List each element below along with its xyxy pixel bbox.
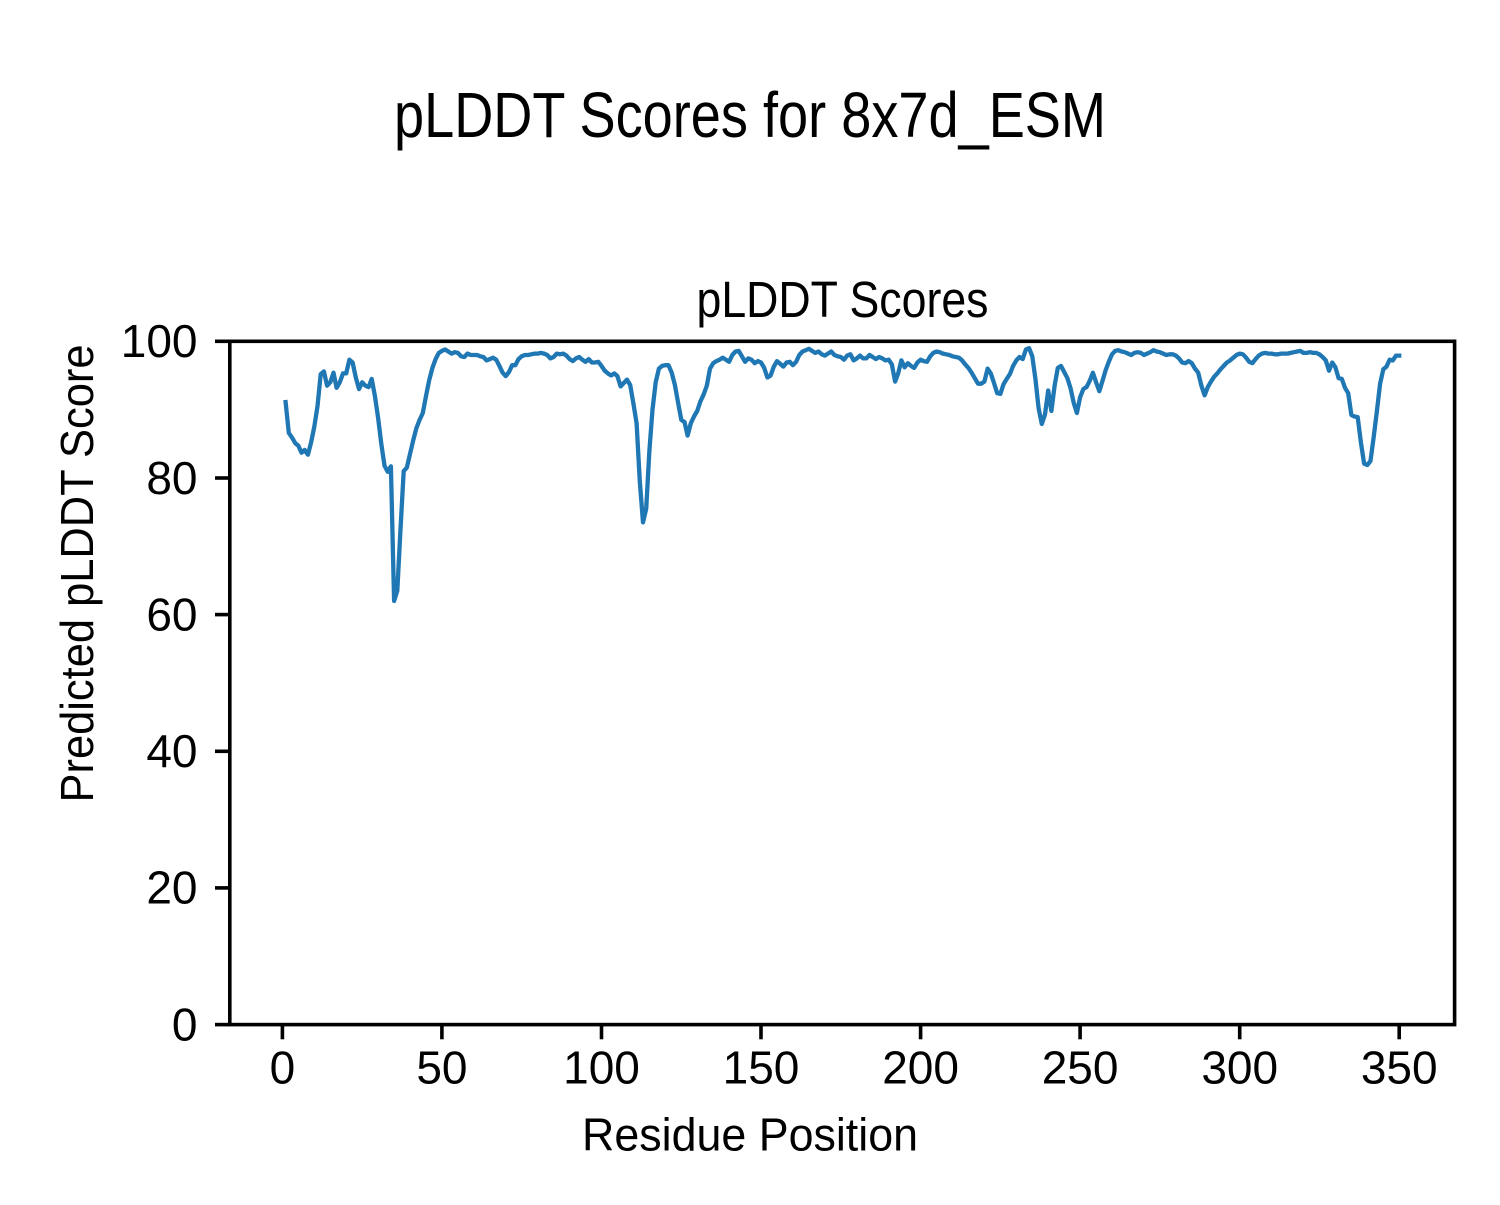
svg-text:20: 20 bbox=[146, 862, 197, 914]
svg-text:100: 100 bbox=[121, 315, 198, 367]
svg-text:250: 250 bbox=[1042, 1042, 1119, 1094]
svg-text:150: 150 bbox=[723, 1042, 800, 1094]
svg-text:0: 0 bbox=[172, 998, 198, 1050]
svg-text:100: 100 bbox=[563, 1042, 640, 1094]
svg-text:0: 0 bbox=[270, 1042, 296, 1094]
svg-text:80: 80 bbox=[146, 452, 197, 504]
svg-text:300: 300 bbox=[1201, 1042, 1278, 1094]
svg-text:350: 350 bbox=[1361, 1042, 1438, 1094]
svg-text:50: 50 bbox=[416, 1042, 467, 1094]
svg-text:Residue Position: Residue Position bbox=[582, 1109, 918, 1161]
svg-text:200: 200 bbox=[882, 1042, 959, 1094]
svg-text:40: 40 bbox=[146, 725, 197, 777]
svg-text:60: 60 bbox=[146, 588, 197, 640]
svg-text:pLDDT Scores for 8x7d_ESM: pLDDT Scores for 8x7d_ESM bbox=[394, 79, 1106, 151]
svg-text:Predicted pLDDT Score: Predicted pLDDT Score bbox=[51, 345, 103, 803]
svg-text:pLDDT Scores: pLDDT Scores bbox=[697, 271, 989, 328]
